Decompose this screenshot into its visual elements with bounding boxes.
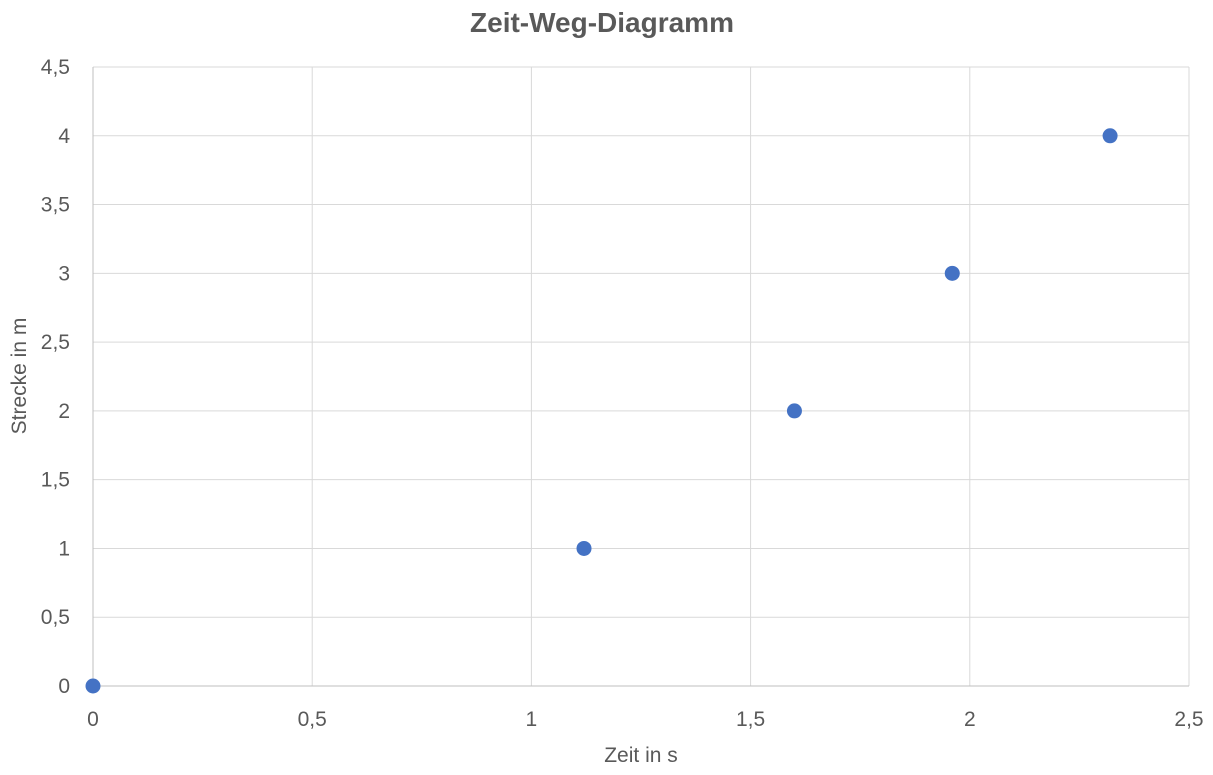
x-tick-label: 0,5 (298, 708, 327, 731)
data-point (944, 265, 960, 281)
x-tick-label: 1,5 (736, 708, 765, 731)
data-point (85, 678, 101, 694)
x-axis-title: Zeit in s (604, 744, 678, 767)
data-point (786, 403, 802, 419)
y-tick-label: 2,5 (41, 331, 70, 354)
data-point (1102, 128, 1118, 144)
y-tick-label: 3 (58, 262, 70, 285)
x-tick-label: 0 (87, 708, 99, 731)
x-tick-label: 2 (964, 708, 976, 731)
chart-title: Zeit-Weg-Diagramm (470, 7, 734, 38)
y-tick-label: 0,5 (41, 606, 70, 629)
x-axis-tick-labels: 0 0,5 1 1,5 2 2,5 (87, 708, 1203, 731)
x-tick-label: 1 (526, 708, 538, 731)
x-tick-label: 2,5 (1174, 708, 1203, 731)
y-tick-label: 4,5 (41, 56, 70, 79)
y-tick-label: 0 (58, 675, 70, 698)
data-point (576, 540, 592, 556)
y-axis-title: Strecke in m (8, 318, 31, 435)
axes (92, 67, 1189, 687)
y-tick-label: 2 (58, 400, 70, 423)
y-tick-label: 1 (58, 537, 70, 560)
y-tick-label: 3,5 (41, 194, 70, 217)
gridlines (93, 66, 1190, 686)
y-tick-label: 4 (58, 125, 70, 148)
y-tick-label: 1,5 (41, 469, 70, 492)
y-axis-tick-labels: 0 0,5 1 1,5 2 2,5 3 3,5 4 4,5 (41, 56, 71, 698)
data-points (85, 128, 1118, 694)
